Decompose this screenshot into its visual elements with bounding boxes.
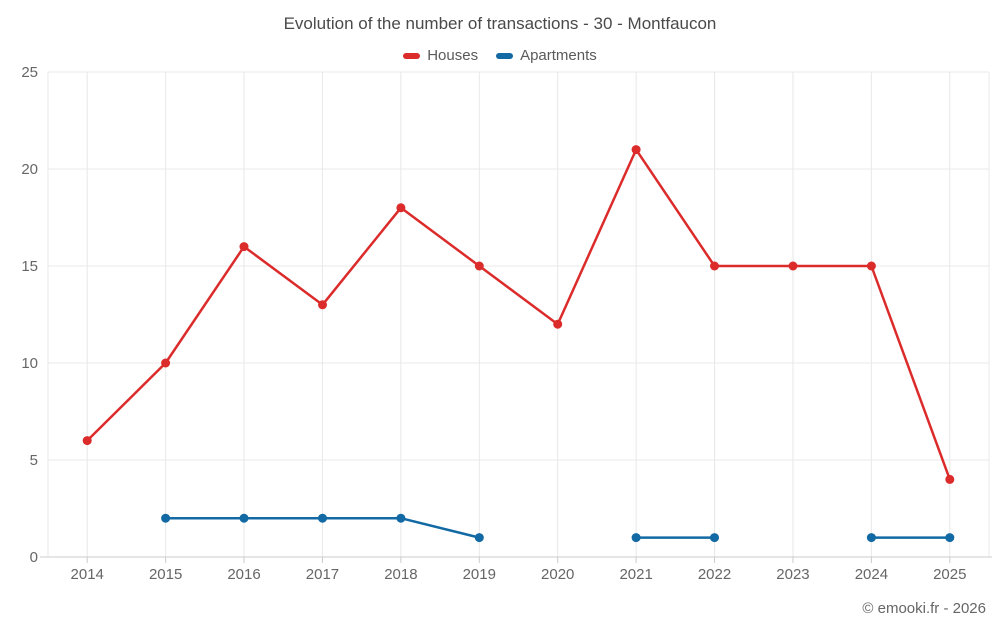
point-apartments-2021[interactable] xyxy=(631,533,641,543)
y-tick-label-20: 20 xyxy=(21,161,38,178)
point-apartments-2016[interactable] xyxy=(239,513,249,523)
point-houses-2024[interactable] xyxy=(866,261,876,271)
x-tick-label-2025: 2025 xyxy=(933,566,966,583)
x-tick-label-2020: 2020 xyxy=(541,566,574,583)
point-houses-2019[interactable] xyxy=(474,261,484,271)
legend-label-apartments: Apartments xyxy=(520,47,597,64)
point-apartments-2018[interactable] xyxy=(396,513,406,523)
x-tick-label-2021: 2021 xyxy=(619,566,652,583)
series-line-houses xyxy=(85,148,952,481)
point-houses-2015[interactable] xyxy=(161,358,171,368)
x-tick-label-2019: 2019 xyxy=(463,566,496,583)
chart-title: Evolution of the number of transactions … xyxy=(283,14,717,33)
point-houses-2025[interactable] xyxy=(945,474,955,484)
point-apartments-2017[interactable] xyxy=(318,513,327,523)
x-tick-label-2023: 2023 xyxy=(776,566,809,583)
x-tick-label-2015: 2015 xyxy=(149,566,182,583)
houses-series-swatch-icon xyxy=(403,52,421,59)
point-houses-2017[interactable] xyxy=(318,300,327,310)
point-houses-2014[interactable] xyxy=(82,436,92,446)
x-tick-label-2018: 2018 xyxy=(384,566,417,583)
point-apartments-2025[interactable] xyxy=(945,533,955,543)
x-tick-label-2024: 2024 xyxy=(855,566,888,583)
point-apartments-2019[interactable] xyxy=(474,533,484,543)
point-apartments-2022[interactable] xyxy=(710,533,719,543)
copyright-credit: © emooki.fr - 2026 xyxy=(862,600,986,617)
y-tick-label-10: 10 xyxy=(21,355,38,372)
y-tick-label-15: 15 xyxy=(21,258,38,275)
legend-item-apartments[interactable]: Apartments xyxy=(496,47,597,64)
point-houses-2021[interactable] xyxy=(631,145,641,155)
y-tick-label-25: 25 xyxy=(21,64,38,81)
point-houses-2023[interactable] xyxy=(788,261,798,271)
apartments-series-swatch-icon xyxy=(496,52,514,59)
point-houses-2016[interactable] xyxy=(239,242,249,252)
x-tick-label-2017: 2017 xyxy=(306,566,339,583)
legend: Houses Apartments xyxy=(0,47,1000,64)
point-houses-2020[interactable] xyxy=(553,319,563,329)
y-tick-label-5: 5 xyxy=(30,452,38,469)
legend-item-houses[interactable]: Houses xyxy=(403,47,478,64)
point-houses-2022[interactable] xyxy=(710,261,719,271)
x-tick-label-2014: 2014 xyxy=(71,566,104,583)
point-apartments-2024[interactable] xyxy=(866,533,876,543)
point-apartments-2015[interactable] xyxy=(161,513,171,523)
y-tick-label-0: 0 xyxy=(30,549,38,566)
x-tick-label-2022: 2022 xyxy=(698,566,731,583)
x-tick-label-2016: 2016 xyxy=(227,566,260,583)
point-houses-2018[interactable] xyxy=(396,203,406,213)
legend-label-houses: Houses xyxy=(427,47,479,64)
